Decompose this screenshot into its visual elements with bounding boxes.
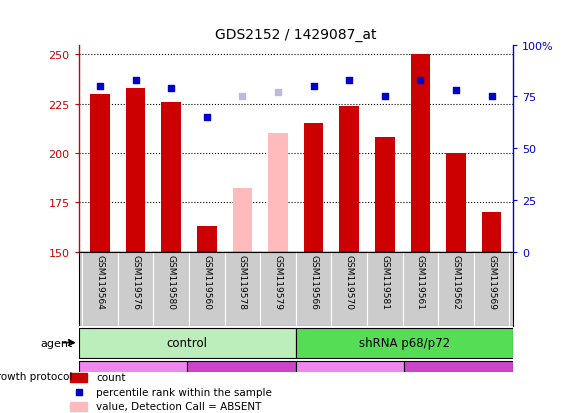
- Bar: [403, 252, 438, 326]
- Bar: [189, 252, 224, 326]
- Text: differentiation medium: differentiation medium: [185, 371, 298, 381]
- Bar: [296, 328, 513, 358]
- Text: shRNA p68/p72: shRNA p68/p72: [359, 336, 450, 349]
- Bar: [79, 328, 296, 358]
- Text: GSM119560: GSM119560: [202, 254, 212, 309]
- Bar: [375, 138, 395, 252]
- Bar: [268, 134, 288, 252]
- Point: [238, 94, 247, 100]
- Text: growth medium: growth medium: [311, 371, 389, 381]
- Point: [167, 85, 176, 92]
- Bar: [367, 252, 403, 326]
- Point: [487, 94, 496, 100]
- Bar: [161, 102, 181, 252]
- Text: GSM119569: GSM119569: [487, 254, 496, 309]
- Text: value, Detection Call = ABSENT: value, Detection Call = ABSENT: [96, 401, 262, 411]
- Bar: [410, 55, 430, 252]
- Bar: [90, 95, 110, 252]
- Bar: [474, 252, 510, 326]
- Title: GDS2152 / 1429087_at: GDS2152 / 1429087_at: [215, 28, 377, 42]
- Bar: [438, 252, 474, 326]
- Text: agent: agent: [40, 338, 73, 348]
- Text: percentile rank within the sample: percentile rank within the sample: [96, 387, 272, 397]
- Bar: [197, 226, 217, 252]
- Text: GSM119576: GSM119576: [131, 254, 140, 309]
- Bar: [482, 213, 501, 252]
- Bar: [296, 361, 405, 391]
- Text: control: control: [167, 336, 208, 349]
- Text: growth protocol: growth protocol: [0, 371, 73, 381]
- Bar: [224, 252, 260, 326]
- Bar: [79, 361, 187, 391]
- Text: GSM119562: GSM119562: [452, 254, 461, 309]
- Bar: [233, 189, 252, 252]
- Point: [74, 389, 83, 395]
- Text: GSM119566: GSM119566: [309, 254, 318, 309]
- Bar: [187, 361, 296, 391]
- Point: [96, 83, 105, 90]
- Bar: [332, 252, 367, 326]
- Point: [202, 114, 212, 121]
- Text: GSM119564: GSM119564: [96, 254, 104, 309]
- Text: count: count: [96, 373, 126, 382]
- Bar: [447, 154, 466, 252]
- Bar: [126, 89, 145, 252]
- Text: GSM119570: GSM119570: [345, 254, 354, 309]
- Point: [273, 90, 283, 96]
- Text: GSM119580: GSM119580: [167, 254, 175, 309]
- Bar: [153, 252, 189, 326]
- Bar: [296, 252, 332, 326]
- Bar: [304, 124, 324, 252]
- Text: GSM119581: GSM119581: [380, 254, 389, 309]
- Bar: [260, 252, 296, 326]
- Text: GSM119579: GSM119579: [273, 254, 283, 309]
- Point: [131, 77, 141, 84]
- Bar: [118, 252, 153, 326]
- Bar: [70, 373, 87, 382]
- Bar: [405, 361, 513, 391]
- Text: growth medium: growth medium: [94, 371, 171, 381]
- Point: [345, 77, 354, 84]
- Text: differentiation medium: differentiation medium: [403, 371, 515, 381]
- Bar: [70, 402, 87, 411]
- Text: GSM119578: GSM119578: [238, 254, 247, 309]
- Point: [451, 88, 461, 94]
- Bar: [82, 252, 118, 326]
- Point: [380, 94, 389, 100]
- Point: [309, 83, 318, 90]
- Bar: [339, 107, 359, 252]
- Text: GSM119561: GSM119561: [416, 254, 425, 309]
- Point: [416, 77, 425, 84]
